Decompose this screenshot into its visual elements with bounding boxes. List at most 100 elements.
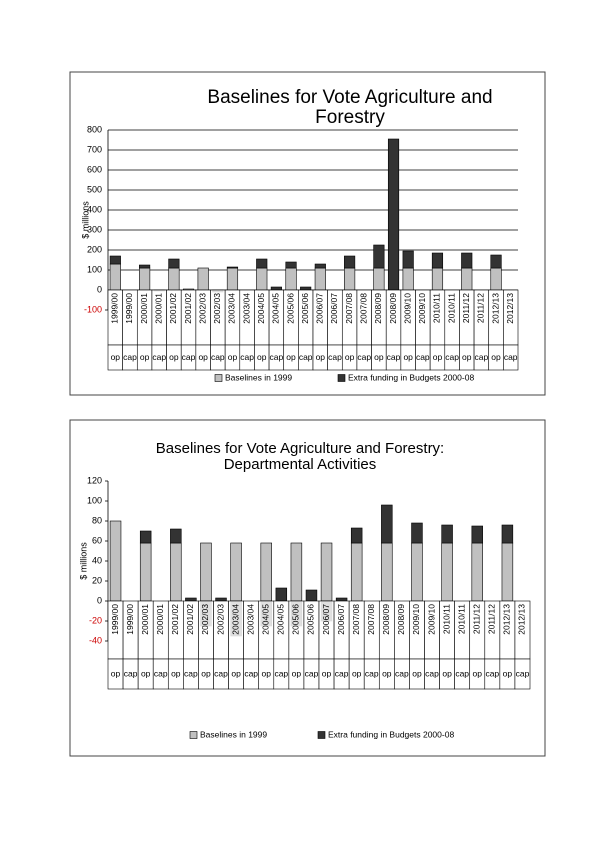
x-tick-label: 2007/08 (366, 604, 376, 635)
x-tick-label: 1999/00 (125, 604, 135, 635)
bar (290, 542, 303, 602)
y-tick-label: 20 (92, 575, 102, 585)
x-tick-label: 1999/00 (110, 604, 120, 635)
y-tick-label: 100 (87, 495, 102, 505)
y-tick-label: 400 (87, 204, 102, 214)
bar (139, 267, 151, 291)
bar (501, 524, 514, 544)
bar (344, 255, 356, 269)
x-tick-label: 2004/05 (276, 604, 286, 635)
y-tick-label: 200 (87, 244, 102, 254)
x-tick-label: 2001/02 (170, 604, 180, 635)
x-subcategory-label: cap (244, 668, 258, 678)
x-subcategory-label: cap (357, 352, 371, 362)
bar (373, 267, 385, 291)
bar (461, 252, 473, 269)
bar (200, 542, 212, 602)
x-tick-label: 2002/03 (215, 604, 225, 635)
x-tick-label: 2001/02 (168, 293, 178, 324)
legend-swatch (317, 731, 326, 739)
bar (373, 244, 385, 269)
bar (461, 267, 473, 291)
x-tick-label: 2002/03 (212, 293, 222, 324)
x-subcategory-label: op (286, 352, 296, 362)
legend-swatch (214, 374, 223, 382)
bar (344, 267, 356, 291)
x-subcategory-label: op (442, 668, 452, 678)
y-tick-label: 0 (97, 595, 102, 605)
bar (168, 267, 180, 291)
x-subcategory-label: op (231, 668, 241, 678)
x-tick-label: 2010/11 (446, 293, 456, 323)
x-tick-label: 2008/09 (388, 293, 398, 324)
bar (471, 525, 483, 544)
x-tick-label: 2000/01 (140, 604, 150, 635)
bar (109, 255, 121, 265)
x-subcategory-label: cap (154, 668, 168, 678)
x-tick-label: 2010/11 (456, 604, 466, 634)
bar (215, 597, 227, 602)
x-subcategory-label: op (473, 668, 483, 678)
y-tick-label: 500 (87, 184, 102, 194)
x-subcategory-label: cap (365, 668, 379, 678)
y-tick-label: 700 (87, 144, 102, 154)
legend-label: Baselines in 1999 (200, 729, 267, 739)
category-cell (514, 658, 531, 690)
bar (305, 589, 318, 602)
x-subcategory-label: op (403, 352, 413, 362)
chart-title: Baselines for Vote Agriculture and Fores… (155, 440, 445, 473)
x-tick-label: 2002/03 (200, 604, 210, 635)
bar (441, 542, 453, 602)
x-subcategory-label: op (322, 668, 332, 678)
x-tick-label: 2012/13 (502, 604, 512, 635)
bar (285, 267, 297, 291)
x-subcategory-label: op (257, 352, 267, 362)
x-tick-label: 2007/08 (359, 293, 369, 324)
x-subcategory-label: op (262, 668, 272, 678)
x-tick-label: 2009/10 (426, 604, 436, 635)
x-subcategory-label: op (169, 352, 179, 362)
bar (471, 542, 483, 602)
x-tick-label: 2007/08 (351, 604, 361, 635)
chart-title: Baselines for Vote Agriculture and Fores… (207, 87, 493, 128)
x-subcategory-label: cap (299, 352, 313, 362)
x-tick-label: 2001/02 (183, 293, 193, 324)
x-tick-label: 2008/09 (396, 604, 406, 635)
x-tick-label: 2006/07 (321, 604, 331, 635)
x-subcategory-label: op (462, 352, 472, 362)
x-subcategory-label: cap (387, 352, 401, 362)
bar (185, 597, 197, 602)
x-tick-label: 2004/05 (261, 604, 271, 635)
legend-swatch (337, 374, 346, 382)
x-tick-label: 2008/09 (373, 293, 383, 324)
x-tick-label: 1999/00 (124, 293, 134, 324)
x-subcategory-label: op (111, 668, 121, 678)
x-tick-label: 1999/00 (110, 293, 120, 324)
x-subcategory-label: op (382, 668, 392, 678)
bar (350, 527, 363, 544)
x-tick-label: 2005/06 (300, 293, 310, 324)
bar (402, 250, 414, 269)
bar (335, 597, 348, 602)
x-subcategory-label: cap (305, 668, 319, 678)
x-tick-label: 2005/06 (306, 604, 316, 635)
x-subcategory-label: cap (274, 668, 288, 678)
x-subcategory-label: cap (270, 352, 284, 362)
y-tick-label: 600 (87, 164, 102, 174)
bar (431, 252, 444, 269)
x-tick-label: 2011/12 (487, 604, 497, 634)
x-tick-label: 2012/13 (490, 293, 500, 324)
bar (226, 266, 239, 269)
bar (109, 263, 121, 291)
x-tick-label: 2009/10 (411, 604, 421, 635)
x-subcategory-label: op (111, 352, 121, 362)
x-tick-label: 2012/13 (517, 604, 527, 635)
x-subcategory-label: cap (124, 668, 138, 678)
bar (381, 542, 393, 602)
x-tick-label: 2005/06 (291, 604, 301, 635)
x-tick-label: 2012/13 (505, 293, 515, 324)
x-subcategory-label: cap (516, 668, 530, 678)
x-subcategory-label: cap (214, 668, 228, 678)
bar (139, 542, 152, 602)
x-subcategory-label: op (198, 352, 208, 362)
